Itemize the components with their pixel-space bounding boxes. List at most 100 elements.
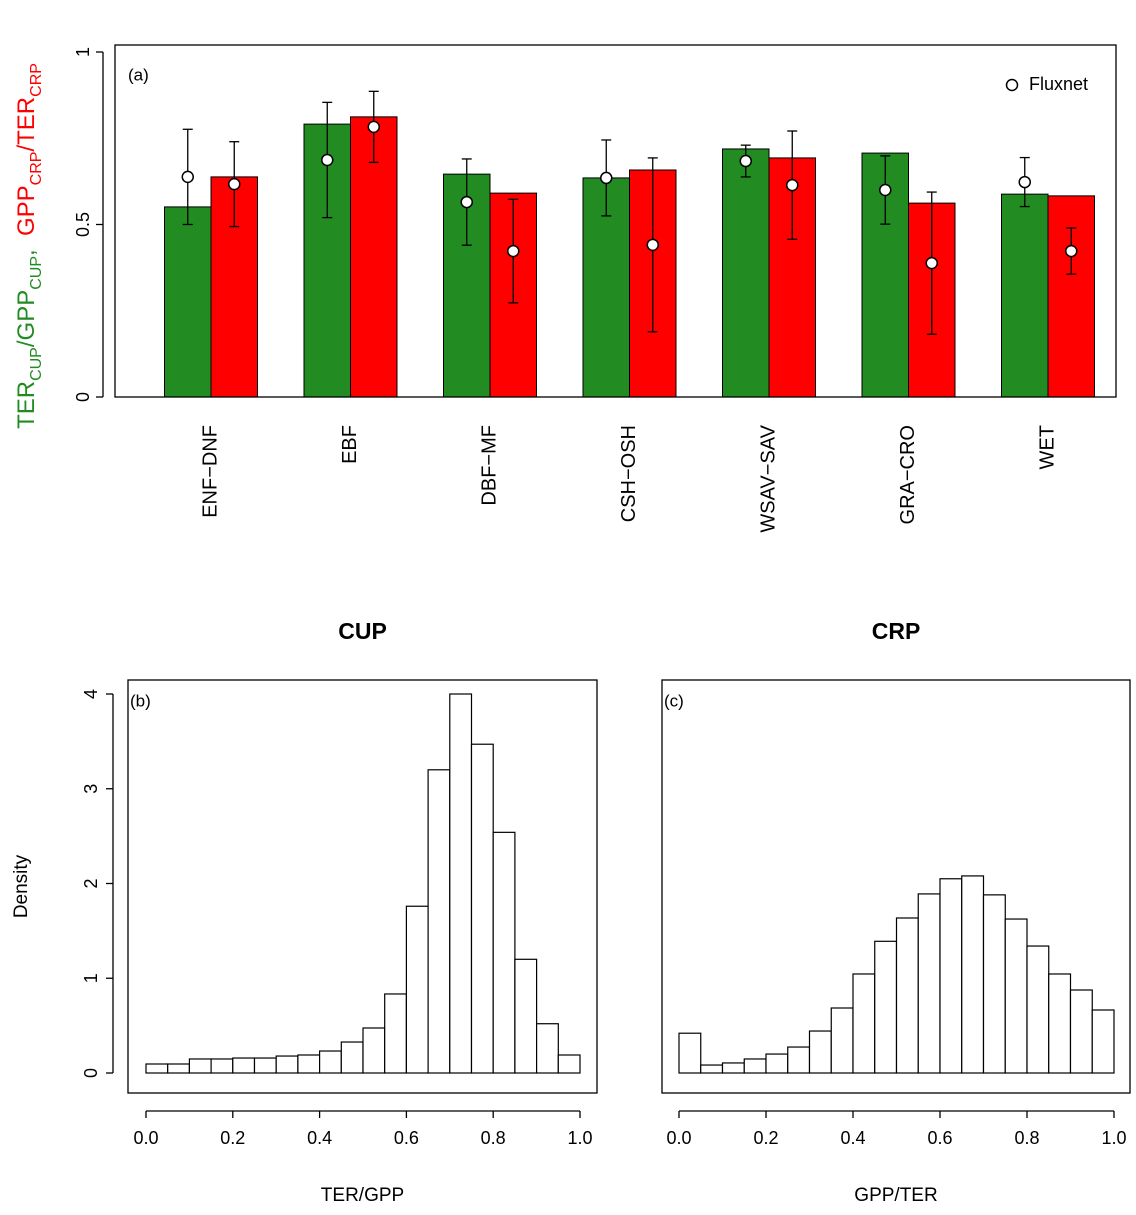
y-axis-label-part: TER	[13, 381, 40, 429]
x-tick-label: 1.0	[1101, 1128, 1126, 1148]
histogram-bar	[232, 1057, 256, 1074]
x-tick-label: 0.8	[1014, 1128, 1039, 1148]
fluxnet-point	[1018, 175, 1031, 189]
histogram-bar	[427, 769, 451, 1074]
y-axis-label-part: /GPP	[13, 290, 40, 347]
histogram-bar	[470, 743, 494, 1074]
y-axis-label-part: CRP	[28, 63, 45, 97]
histogram-bar	[492, 831, 516, 1074]
histogram-bar	[253, 1057, 277, 1074]
histogram-bar	[340, 1041, 364, 1074]
panel-label: (a)	[128, 65, 149, 84]
x-tick-label: 0.8	[481, 1128, 506, 1148]
x-tick-label: 0.6	[394, 1128, 419, 1148]
y-axis-label-part: GPP	[13, 185, 40, 236]
histogram-bar	[917, 893, 941, 1074]
x-tick-label: EBF	[339, 425, 361, 464]
x-tick-label: 0.2	[753, 1128, 778, 1148]
histogram-bar	[1048, 973, 1072, 1074]
y-axis-label: TERCUP/GPPCUP, GPPCRP/TERCRP	[13, 63, 44, 429]
x-tick-label: 0.6	[927, 1128, 952, 1148]
fluxnet-point	[879, 183, 892, 197]
y-tick-label: 1	[81, 973, 101, 983]
y-axis-label-part: CRP	[28, 152, 45, 186]
histogram-bar	[449, 693, 473, 1074]
histogram-bar	[678, 1032, 702, 1074]
histogram-bar	[319, 1050, 342, 1074]
histogram-bar	[275, 1055, 299, 1074]
panel-label: (c)	[664, 691, 684, 710]
histogram-bar	[1091, 1009, 1115, 1074]
fluxnet-point	[460, 195, 473, 209]
fluxnet-point	[181, 170, 194, 184]
plot-box	[661, 679, 1131, 1094]
x-tick-label: 0.2	[220, 1128, 245, 1148]
panel-label: (b)	[130, 691, 151, 710]
histogram-bar	[384, 993, 408, 1074]
x-tick-label: WSAV−SAV	[757, 424, 779, 532]
histogram-bar	[1026, 945, 1050, 1074]
y-tick-label: 0	[81, 1068, 101, 1078]
histogram-bar	[830, 1007, 854, 1074]
histogram-bar	[765, 1053, 789, 1074]
y-axis-label-part: CUP	[28, 347, 45, 381]
fluxnet-point	[739, 154, 752, 168]
plot-box	[114, 44, 1117, 398]
histogram-bar	[874, 940, 898, 1074]
fluxnet-point	[507, 244, 520, 258]
fluxnet-point	[786, 178, 799, 192]
histogram-bar	[961, 875, 985, 1074]
histogram-bar	[787, 1046, 811, 1074]
x-tick-label: 0.0	[666, 1128, 691, 1148]
x-tick-label: 0.4	[840, 1128, 865, 1148]
y-axis-label-part: ,	[13, 236, 40, 256]
x-tick-label: DBF−MF	[478, 425, 500, 506]
bar	[164, 206, 212, 398]
y-tick-label: 0.5	[73, 212, 93, 237]
y-axis-label: Density	[11, 854, 32, 918]
histogram-bar	[1069, 989, 1093, 1074]
histogram-bar	[535, 1023, 559, 1074]
plot-box	[127, 679, 598, 1094]
x-tick-label: 0.4	[307, 1128, 332, 1148]
histogram-bar	[405, 905, 429, 1074]
y-tick-label: 2	[81, 878, 101, 888]
bar	[722, 148, 770, 398]
legend-label: Fluxnet	[1029, 74, 1088, 94]
histogram-bar	[210, 1058, 234, 1074]
histogram-bar	[145, 1063, 169, 1074]
histogram-bar	[852, 973, 876, 1074]
fluxnet-point	[925, 256, 938, 270]
histogram-bar	[743, 1058, 767, 1074]
fluxnet-point	[367, 120, 380, 134]
y-tick-label: 4	[81, 689, 101, 699]
y-axis-label-part: /TER	[13, 97, 40, 152]
histogram-bar	[514, 958, 538, 1074]
fluxnet-point	[321, 153, 334, 167]
fluxnet-point	[646, 238, 659, 252]
x-axis-label: TER/GPP	[321, 1185, 404, 1206]
histogram-bar	[721, 1062, 745, 1074]
histogram-bar	[982, 894, 1006, 1074]
y-axis-label-part: CUP	[28, 256, 45, 290]
fluxnet-point	[600, 171, 613, 185]
histogram-bar	[297, 1054, 321, 1074]
x-tick-label: CSH−OSH	[618, 425, 640, 522]
histogram-bar	[167, 1063, 190, 1074]
y-tick-label: 1	[73, 47, 93, 57]
x-tick-label: WET	[1036, 425, 1058, 469]
x-tick-label: 1.0	[567, 1128, 592, 1148]
x-tick-label: GRA−CRO	[897, 425, 919, 524]
y-tick-label: 0	[73, 392, 93, 402]
chart-title: CUP	[338, 618, 387, 644]
histogram-bar	[188, 1058, 212, 1074]
histogram-bar	[1004, 918, 1028, 1074]
x-tick-label: 0.0	[133, 1128, 158, 1148]
y-tick-label: 3	[81, 784, 101, 794]
histogram-bar	[808, 1030, 832, 1074]
histogram-bar	[557, 1054, 581, 1074]
histogram-bar	[939, 878, 963, 1074]
bar	[1047, 195, 1095, 398]
bar	[350, 116, 398, 398]
x-axis-label: GPP/TER	[854, 1185, 937, 1206]
